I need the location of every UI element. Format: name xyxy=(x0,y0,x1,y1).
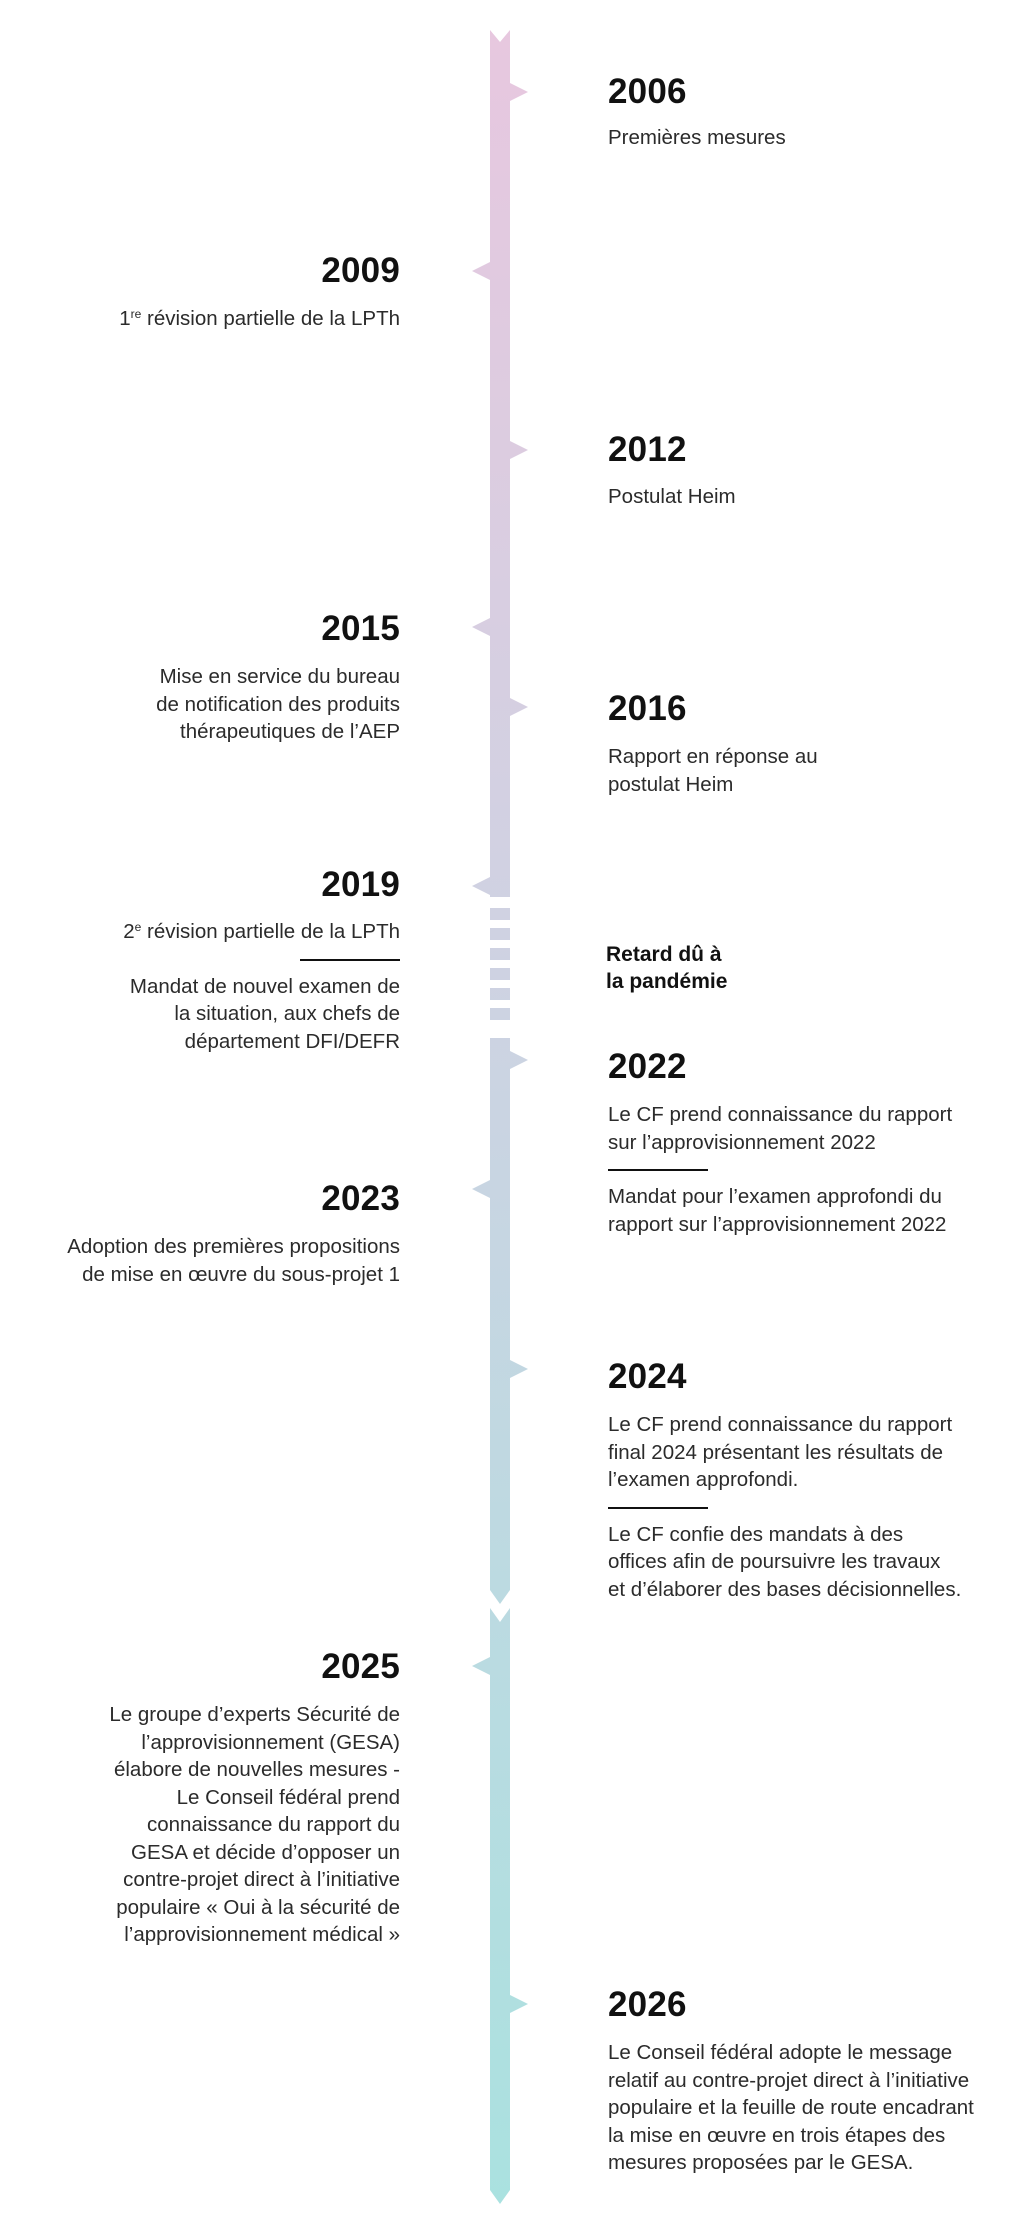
event-description: Le groupe d’experts Sécurité de l’approv… xyxy=(109,1703,400,1946)
timeline-marker-left-icon xyxy=(472,261,492,281)
event-2016: 2016 Rapport en réponse au postulat Heim xyxy=(608,689,1008,798)
event-2024: 2024 Le CF prend connaissance du rapport… xyxy=(608,1357,1008,1603)
event-2006: 2006 Premières mesures xyxy=(608,72,1008,152)
event-2015: 2015 Mise en service du bureau de notifi… xyxy=(20,609,400,746)
event-year: 2006 xyxy=(608,72,687,111)
event-description-2: Le CF confie des mandats à des offices a… xyxy=(608,1522,962,1601)
timeline-marker-left-icon xyxy=(472,1179,492,1199)
event-2012: 2012 Postulat Heim xyxy=(608,430,1008,511)
event-year: 2012 xyxy=(608,430,687,469)
event-2026: 2026 Le Conseil fédéral adopte le messag… xyxy=(608,1985,1008,2177)
divider xyxy=(300,958,400,961)
event-year: 2019 xyxy=(321,865,400,904)
timeline-marker-right-icon xyxy=(508,1359,528,1379)
timeline-marker-right-icon xyxy=(508,697,528,717)
event-year: 2023 xyxy=(321,1179,400,1218)
timeline-segment xyxy=(490,1038,510,1604)
pandemic-delay-note: Retard dû à la pandémie xyxy=(606,943,728,993)
event-2019: 2019 2e révision partielle de la LPTh Ma… xyxy=(20,865,400,1055)
timeline-marker-left-icon xyxy=(472,1656,492,1676)
event-year: 2015 xyxy=(321,609,400,648)
timeline-marker-right-icon xyxy=(508,440,528,460)
event-year: 2022 xyxy=(608,1047,687,1086)
event-2009: 2009 1re révision partielle de la LPTh xyxy=(20,251,400,333)
timeline-dash xyxy=(490,1008,510,1020)
event-description: Le CF prend connaissance du rapport fina… xyxy=(608,1413,953,1491)
event-year: 2024 xyxy=(608,1357,687,1396)
timeline-dash xyxy=(490,968,510,980)
event-year: 2016 xyxy=(608,689,687,728)
event-2022: 2022 Le CF prend connaissance du rapport… xyxy=(608,1047,1008,1238)
event-description: Adoption des premières propositions de m… xyxy=(67,1235,400,1286)
event-description: Le CF prend connaissance du rapport sur … xyxy=(608,1103,953,1154)
timeline-dash xyxy=(490,988,510,1000)
event-description: Premières mesures xyxy=(608,126,786,149)
divider xyxy=(608,1169,708,1171)
event-description: Mise en service du bureau de notificatio… xyxy=(156,665,400,743)
timeline-dash xyxy=(490,948,510,960)
event-year: 2025 xyxy=(321,1647,400,1686)
timeline-segment xyxy=(490,1608,510,2204)
timeline-marker-right-icon xyxy=(508,1994,528,2014)
event-description: Rapport en réponse au postulat Heim xyxy=(608,745,818,796)
event-description: Le Conseil fédéral adopte le message rel… xyxy=(608,2041,974,2174)
divider xyxy=(608,1506,708,1509)
timeline-segment xyxy=(490,30,510,897)
event-year: 2009 xyxy=(321,251,400,290)
timeline-dash xyxy=(490,908,510,920)
timeline-dash xyxy=(490,928,510,940)
event-description-2: Mandat pour l’examen approfondi du rappo… xyxy=(608,1185,947,1236)
event-description-2: Mandat de nouvel examen de la situation,… xyxy=(129,974,400,1053)
event-2025: 2025 Le groupe d’experts Sécurité de l’a… xyxy=(20,1647,400,1949)
timeline-marker-right-icon xyxy=(508,1050,528,1070)
event-description: Postulat Heim xyxy=(608,485,736,508)
event-2023: 2023 Adoption des premières propositions… xyxy=(20,1179,400,1288)
timeline-marker-right-icon xyxy=(508,82,528,102)
event-year: 2026 xyxy=(608,1985,687,2024)
event-description: 1re révision partielle de la LPTh xyxy=(119,307,400,330)
timeline-marker-left-icon xyxy=(472,876,492,896)
event-description: 2e révision partielle de la LPTh xyxy=(123,920,400,943)
timeline-marker-left-icon xyxy=(472,617,492,637)
